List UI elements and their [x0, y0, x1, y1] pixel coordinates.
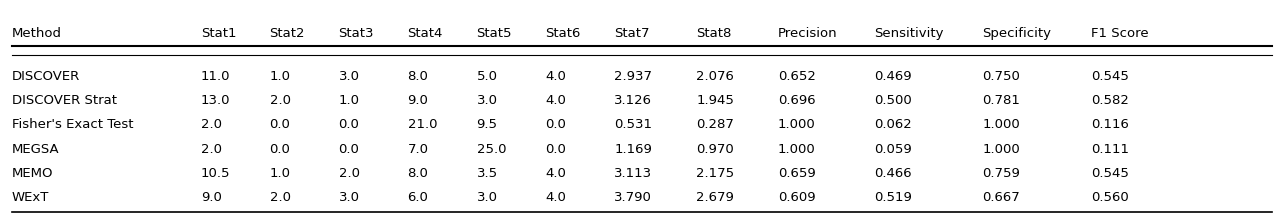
- Text: 2.0: 2.0: [270, 94, 291, 107]
- Text: 0.659: 0.659: [778, 167, 815, 180]
- Text: F1 Score: F1 Score: [1091, 28, 1148, 40]
- Text: 0.696: 0.696: [778, 94, 815, 107]
- Text: 0.111: 0.111: [1091, 143, 1129, 156]
- Text: 2.175: 2.175: [696, 167, 735, 180]
- Text: 2.076: 2.076: [696, 70, 733, 83]
- Text: 0.0: 0.0: [270, 143, 291, 156]
- Text: 0.667: 0.667: [982, 191, 1020, 204]
- Text: 4.0: 4.0: [545, 167, 566, 180]
- Text: 1.0: 1.0: [270, 70, 291, 83]
- Text: 0.0: 0.0: [545, 119, 566, 132]
- Text: 2.0: 2.0: [201, 119, 221, 132]
- Text: 4.0: 4.0: [545, 70, 566, 83]
- Text: Sensitivity: Sensitivity: [874, 28, 943, 40]
- Text: 1.000: 1.000: [982, 143, 1020, 156]
- Text: 3.0: 3.0: [339, 191, 360, 204]
- Text: Stat4: Stat4: [407, 28, 443, 40]
- Text: 5.0: 5.0: [476, 70, 498, 83]
- Text: 1.000: 1.000: [778, 119, 815, 132]
- Text: 0.519: 0.519: [874, 191, 911, 204]
- Text: WExT: WExT: [12, 191, 49, 204]
- Text: Stat5: Stat5: [476, 28, 512, 40]
- Text: 21.0: 21.0: [407, 119, 436, 132]
- Text: 0.582: 0.582: [1091, 94, 1129, 107]
- Text: 2.0: 2.0: [201, 143, 221, 156]
- Text: 1.000: 1.000: [778, 143, 815, 156]
- Text: 2.0: 2.0: [339, 167, 360, 180]
- Text: 0.469: 0.469: [874, 70, 911, 83]
- Text: 9.5: 9.5: [476, 119, 498, 132]
- Text: 0.781: 0.781: [982, 94, 1020, 107]
- Text: 0.287: 0.287: [696, 119, 733, 132]
- Text: 0.970: 0.970: [696, 143, 733, 156]
- Text: 3.0: 3.0: [476, 191, 498, 204]
- Text: 0.0: 0.0: [339, 119, 360, 132]
- Text: 1.169: 1.169: [614, 143, 653, 156]
- Text: 4.0: 4.0: [545, 94, 566, 107]
- Text: Stat3: Stat3: [339, 28, 374, 40]
- Text: 1.000: 1.000: [982, 119, 1020, 132]
- Text: 9.0: 9.0: [201, 191, 221, 204]
- Text: 3.113: 3.113: [614, 167, 653, 180]
- Text: Stat8: Stat8: [696, 28, 732, 40]
- Text: 7.0: 7.0: [407, 143, 429, 156]
- Text: MEGSA: MEGSA: [12, 143, 59, 156]
- Text: 11.0: 11.0: [201, 70, 230, 83]
- Text: 0.759: 0.759: [982, 167, 1020, 180]
- Text: 8.0: 8.0: [407, 70, 429, 83]
- Text: 0.0: 0.0: [545, 143, 566, 156]
- Text: DISCOVER: DISCOVER: [12, 70, 79, 83]
- Text: Precision: Precision: [778, 28, 837, 40]
- Text: Stat6: Stat6: [545, 28, 581, 40]
- Text: 0.466: 0.466: [874, 167, 911, 180]
- Text: 0.0: 0.0: [339, 143, 360, 156]
- Text: Method: Method: [12, 28, 61, 40]
- Text: MEMO: MEMO: [12, 167, 52, 180]
- Text: 1.0: 1.0: [270, 167, 291, 180]
- Text: 0.0: 0.0: [270, 119, 291, 132]
- Text: 3.126: 3.126: [614, 94, 653, 107]
- Text: 0.609: 0.609: [778, 191, 815, 204]
- Text: Stat1: Stat1: [201, 28, 236, 40]
- Text: 3.790: 3.790: [614, 191, 653, 204]
- Text: 0.116: 0.116: [1091, 119, 1129, 132]
- Text: Fisher's Exact Test: Fisher's Exact Test: [12, 119, 133, 132]
- Text: 13.0: 13.0: [201, 94, 230, 107]
- Text: 2.937: 2.937: [614, 70, 653, 83]
- Text: 0.545: 0.545: [1091, 167, 1129, 180]
- Text: 1.0: 1.0: [339, 94, 360, 107]
- Text: 0.500: 0.500: [874, 94, 911, 107]
- Text: Stat7: Stat7: [614, 28, 650, 40]
- Text: 3.5: 3.5: [476, 167, 498, 180]
- Text: 0.062: 0.062: [874, 119, 911, 132]
- Text: 3.0: 3.0: [476, 94, 498, 107]
- Text: 9.0: 9.0: [407, 94, 429, 107]
- Text: 0.531: 0.531: [614, 119, 653, 132]
- Text: 3.0: 3.0: [339, 70, 360, 83]
- Text: 0.750: 0.750: [982, 70, 1020, 83]
- Text: 2.679: 2.679: [696, 191, 733, 204]
- Text: 0.545: 0.545: [1091, 70, 1129, 83]
- Text: 0.560: 0.560: [1091, 191, 1129, 204]
- Text: 0.652: 0.652: [778, 70, 815, 83]
- Text: 2.0: 2.0: [270, 191, 291, 204]
- Text: 6.0: 6.0: [407, 191, 429, 204]
- Text: DISCOVER Strat: DISCOVER Strat: [12, 94, 116, 107]
- Text: 8.0: 8.0: [407, 167, 429, 180]
- Text: 25.0: 25.0: [476, 143, 506, 156]
- Text: Stat2: Stat2: [270, 28, 305, 40]
- Text: 0.059: 0.059: [874, 143, 911, 156]
- Text: Specificity: Specificity: [982, 28, 1051, 40]
- Text: 4.0: 4.0: [545, 191, 566, 204]
- Text: 1.945: 1.945: [696, 94, 733, 107]
- Text: 10.5: 10.5: [201, 167, 230, 180]
